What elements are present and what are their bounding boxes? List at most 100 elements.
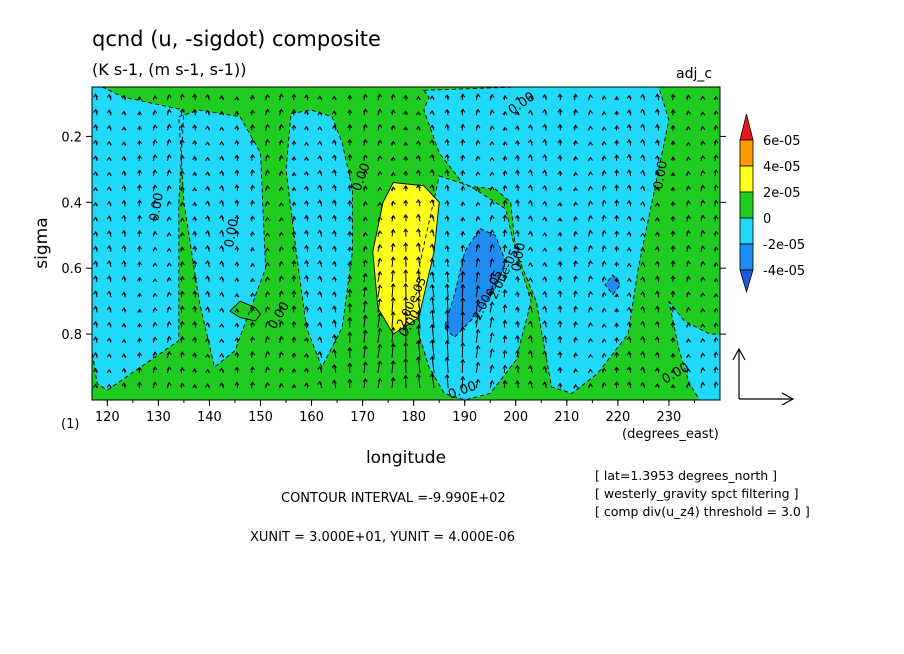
wind-vector-head — [219, 352, 225, 358]
wind-vector-head — [654, 245, 660, 251]
wind-vector-head — [700, 260, 706, 265]
reference-vector — [732, 347, 795, 406]
wind-vector-head — [278, 366, 284, 372]
wind-vector-head — [317, 275, 323, 280]
wind-vector-head — [415, 228, 421, 233]
wind-vector-head — [304, 109, 309, 115]
wind-vector-head — [390, 214, 396, 219]
wind-vector-head — [179, 382, 185, 387]
wind-vector-head — [514, 110, 520, 115]
wind-vector-head — [542, 381, 548, 386]
wind-vector — [475, 379, 479, 389]
wind-vector-head — [219, 260, 225, 265]
wind-vector-head — [219, 214, 225, 219]
note-latitude: [ lat=1.3953 degrees_north ] — [595, 468, 777, 483]
wind-vector-head — [250, 153, 255, 159]
wind-vector-head — [685, 306, 691, 311]
wind-vector-head — [205, 229, 211, 235]
wind-vector-head — [121, 94, 127, 99]
wind-vector-head — [152, 139, 158, 144]
colorbar-label: 6e-05 — [763, 134, 801, 149]
wind-vector-head — [205, 383, 211, 388]
wind-vector-head — [205, 200, 211, 205]
wind-vector-head — [179, 185, 185, 191]
wind-vector-head — [601, 260, 607, 265]
wind-vector-head — [626, 381, 632, 386]
wind-vector-head — [347, 184, 353, 189]
wind-vector — [461, 326, 464, 343]
wind-vector-head — [166, 262, 172, 267]
wind-vector-head — [137, 125, 143, 130]
wind-vector-head — [640, 216, 646, 221]
wind-vector-head — [614, 277, 620, 282]
wind-vector-head — [347, 109, 353, 114]
wind-vector-head — [205, 353, 211, 358]
wind-vector-head — [304, 274, 309, 280]
wind-vector-head — [713, 139, 719, 144]
colorbar-label: 4e-05 — [763, 160, 801, 175]
wind-vector — [417, 340, 421, 358]
wind-vector-head — [219, 291, 225, 296]
wind-vector-head — [614, 124, 620, 130]
wind-vector-head — [317, 214, 323, 219]
wind-vector-head — [626, 231, 632, 236]
wind-vector-head — [317, 380, 323, 385]
wind-vector-head — [573, 368, 579, 373]
wind-vector-head — [527, 380, 533, 385]
wind-vector-head — [377, 243, 383, 249]
wind-vector-head — [542, 305, 548, 310]
wind-vector-head — [415, 283, 421, 288]
run-label: adj_c — [676, 66, 712, 82]
wind-vector-head — [205, 275, 211, 280]
wind-vector-head — [614, 230, 620, 235]
wind-vector-head — [654, 351, 660, 356]
wind-vector-head — [317, 290, 323, 296]
wind-vector-head — [152, 184, 158, 189]
wind-vector-head — [640, 290, 646, 296]
wind-vector-head — [502, 319, 508, 324]
wind-vector-head — [121, 244, 127, 250]
wind-vector-head — [250, 262, 255, 267]
wind-vector-head — [670, 93, 676, 98]
wind-vector-head — [429, 296, 435, 301]
wind-vector-head — [700, 352, 706, 357]
wind-vector-head — [514, 169, 520, 174]
wind-vector-head — [700, 111, 706, 116]
wind-vector-head — [304, 305, 309, 310]
wind-vector-head — [489, 214, 495, 219]
wind-vector-head — [640, 123, 646, 128]
wind-vector-head — [265, 320, 270, 325]
wind-vector-head — [106, 124, 112, 130]
wind-vector-head — [362, 108, 368, 113]
wind-vector — [461, 284, 464, 298]
wind-vector-head — [626, 306, 632, 311]
wind-vector-head — [502, 304, 508, 309]
wind-vector-head — [331, 363, 337, 369]
wind-vector — [475, 329, 479, 343]
wind-vector-head — [588, 156, 593, 161]
wind-vector-head — [475, 155, 481, 160]
wind-vector-head — [377, 377, 383, 382]
x-tick-label: 170 — [350, 410, 375, 425]
wind-vector-head — [106, 368, 112, 374]
wind-vector-head — [527, 94, 533, 100]
wind-vector-head — [489, 109, 495, 114]
wind-vector-head — [278, 335, 284, 340]
wind-vector-head — [219, 199, 225, 204]
wind-vector-head — [347, 346, 353, 351]
wind-vector-head — [654, 108, 660, 113]
wind-vector-head — [192, 216, 198, 221]
wind-vector-head — [460, 169, 466, 175]
wind-vector-head — [179, 108, 185, 113]
wind-vector-head — [527, 261, 533, 267]
wind-vector-head — [331, 124, 337, 129]
wind-vector-head — [527, 184, 533, 189]
wind-vector-head — [573, 93, 579, 98]
wind-vectors — [93, 93, 719, 389]
wind-vector-head — [588, 353, 593, 358]
wind-vector-head — [347, 230, 353, 236]
x-tick-label: 160 — [299, 410, 324, 425]
wind-vector-head — [362, 361, 368, 366]
wind-vector-head — [403, 310, 409, 316]
wind-vector-head — [347, 94, 353, 99]
